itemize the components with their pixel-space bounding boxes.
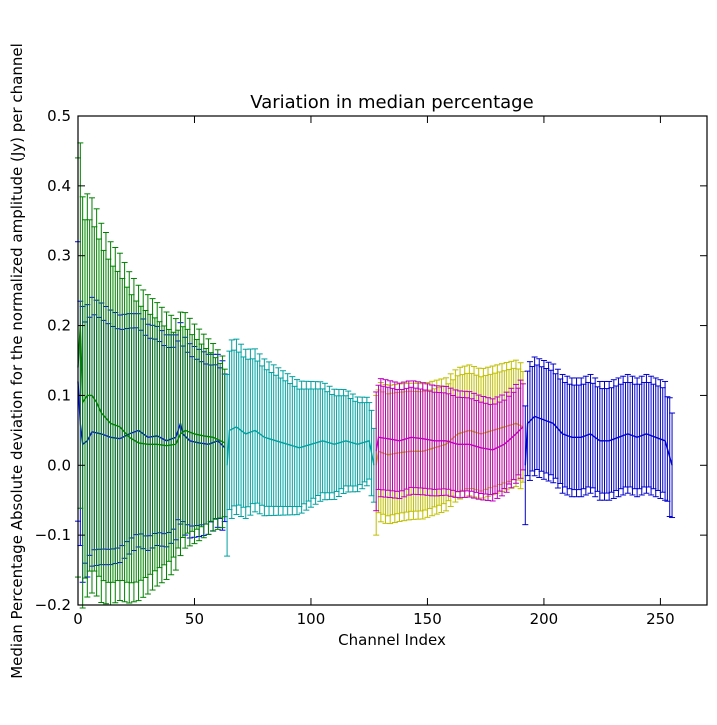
- y-tick-label: 0.3: [47, 247, 71, 265]
- series-1: [75, 142, 228, 609]
- data-layer: [75, 142, 676, 609]
- series-2: [224, 338, 377, 557]
- x-axis-label: Channel Index: [338, 631, 446, 649]
- plot-frame: [77, 115, 708, 606]
- y-tick-label: 0.4: [47, 177, 71, 195]
- series-line: [77, 325, 226, 447]
- x-tick-label: 50: [185, 610, 204, 628]
- y-tick-label: 0.1: [47, 386, 71, 404]
- x-tick-label: 0: [73, 610, 83, 628]
- x-tick-label: 200: [530, 610, 559, 628]
- series-line: [226, 426, 375, 466]
- y-tick-label: 0.5: [47, 107, 71, 125]
- series-line: [524, 415, 673, 466]
- chart-title: Variation in median percentage: [250, 92, 533, 113]
- series-line: [375, 426, 524, 452]
- y-tick-label: 0.0: [47, 456, 71, 474]
- x-tick-label: 150: [413, 610, 442, 628]
- ticks-layer: 0 50 100 150 200 250 −0.2 −0.1 0.0 0.1 0.2 0.3 0.4 0.…: [35, 107, 707, 628]
- y-axis-label: Median Percentage Absolute deviation for…: [8, 43, 26, 679]
- x-tick-label: 250: [646, 610, 675, 628]
- y-tick-label: 0.2: [47, 317, 71, 335]
- series-5: [522, 356, 676, 526]
- x-tick-label: 100: [297, 610, 326, 628]
- series-4: [373, 378, 526, 512]
- y-tick-label: −0.2: [35, 596, 71, 614]
- y-tick-label: −0.1: [35, 526, 71, 544]
